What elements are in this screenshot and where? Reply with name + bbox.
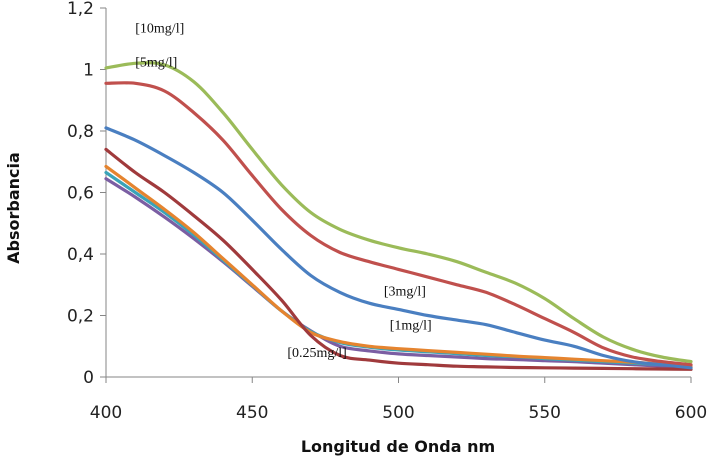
axes: 0 0,2 0,4 0,6 0,8 1 1,2 400 450 500 550 600 (67, 0, 707, 423)
x-axis-title: Longitud de Onda nm (301, 437, 495, 456)
annotation-label: [3mg/l] (384, 285, 426, 300)
y-tick-label: 0,2 (67, 307, 94, 327)
y-axis-title: Absorbancia (4, 152, 23, 264)
y-tick-label: 1 (83, 61, 94, 81)
series-line-025mgl (104, 147, 693, 371)
annotation-label: [1mg/l] (390, 318, 432, 333)
y-tick-label: 1,2 (67, 0, 94, 19)
series-line-1mgl (104, 126, 693, 370)
series-group (104, 61, 693, 371)
annotation-label: [0.25mg/l] (287, 346, 347, 361)
annotations-group: [10mg/l] [5mg/l] [3mg/l] [1mg/l] [0.25mg/l] (135, 22, 431, 361)
annotation-label: [5mg/l] (135, 55, 177, 70)
x-tick-label: 450 (236, 403, 268, 423)
x-tick-label: 550 (529, 403, 561, 423)
annotation-label: [10mg/l] (135, 22, 184, 37)
x-tick-label: 600 (675, 403, 707, 423)
series-line-purple (104, 177, 693, 370)
series-line-3mgl (104, 81, 693, 367)
x-tick-label: 500 (382, 403, 414, 423)
y-tick-label: 0 (83, 368, 94, 388)
x-tick-label: 400 (90, 403, 122, 423)
y-tick-label: 0,4 (67, 245, 94, 265)
series-line-orange (104, 164, 693, 368)
y-tick-label: 0,8 (67, 122, 94, 142)
series-line-10mgl (104, 61, 693, 364)
y-tick-label: 0,6 (67, 184, 94, 204)
